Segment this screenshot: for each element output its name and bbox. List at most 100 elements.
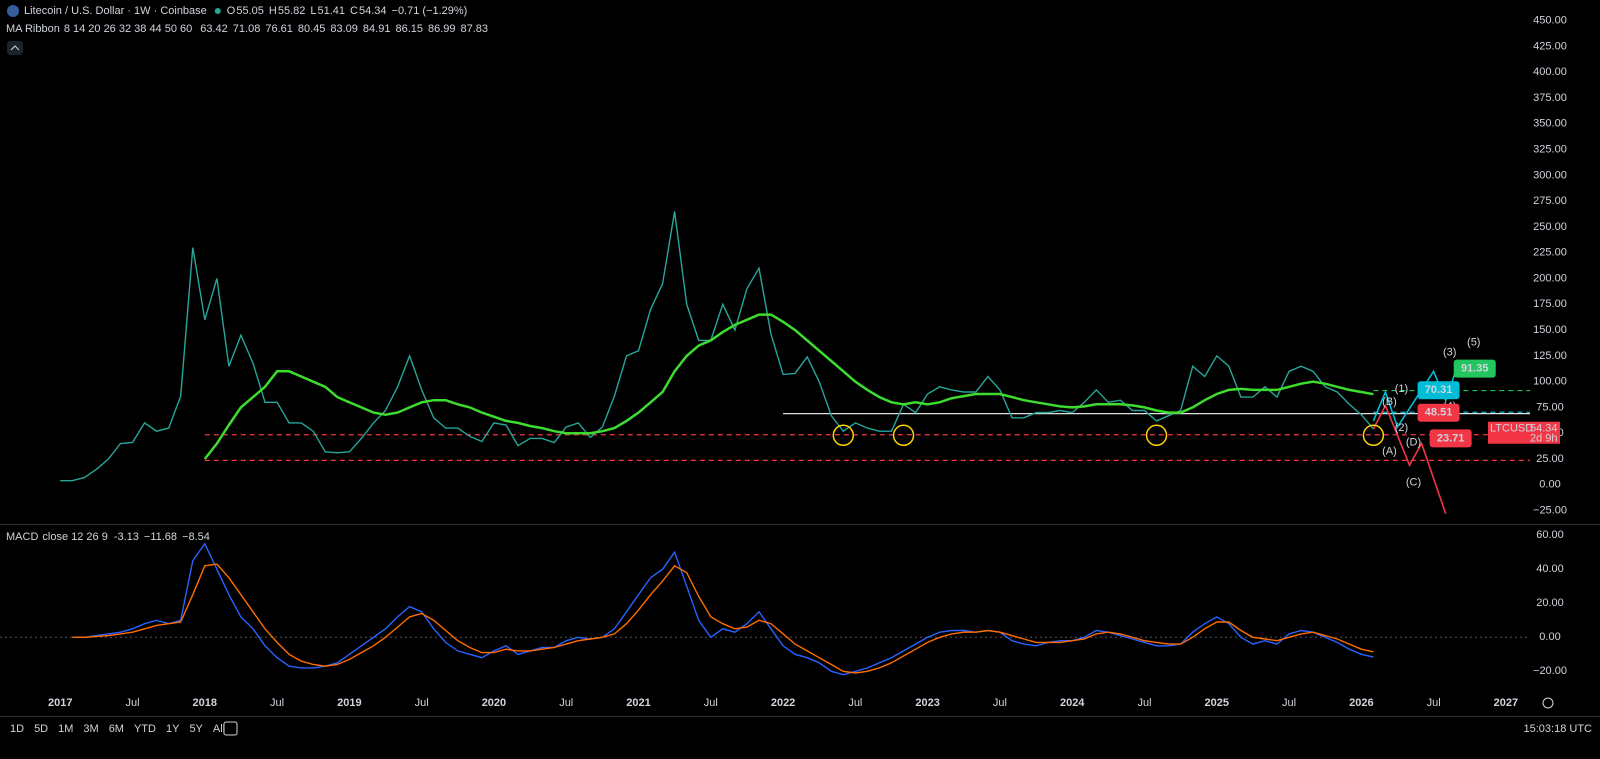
macd-value: −8.54 xyxy=(182,531,210,543)
y-tick-label: 75.00 xyxy=(1536,401,1564,413)
price-line xyxy=(60,211,1374,482)
x-tick-label: 2025 xyxy=(1205,697,1229,709)
x-tick-label: 2024 xyxy=(1060,697,1085,709)
range-button[interactable]: 1D xyxy=(10,723,24,735)
y-tick-label: 25.00 xyxy=(1536,453,1564,465)
y-tick-label: 0.00 xyxy=(1539,479,1560,491)
y-tick-label: 375.00 xyxy=(1533,92,1567,104)
x-tick-label: 2020 xyxy=(482,697,506,709)
y-tick-label: 150.00 xyxy=(1533,324,1567,336)
wave-label: (C) xyxy=(1406,477,1421,489)
x-tick-label: Jul xyxy=(559,697,573,709)
price-change: −0.71 (−1.29%) xyxy=(392,5,468,17)
x-tick-label: Jul xyxy=(270,697,284,709)
macd-title: MACD xyxy=(6,531,38,543)
level-tag-label: 48.51 xyxy=(1425,407,1453,419)
range-button[interactable]: YTD xyxy=(134,723,156,735)
range-button[interactable]: 1Y xyxy=(166,723,180,735)
range-button[interactable]: 5Y xyxy=(189,723,203,735)
x-tick-label: 2023 xyxy=(915,697,939,709)
ribbon-value: 76.61 xyxy=(265,23,293,35)
clock: 15:03:18 UTC xyxy=(1524,723,1593,735)
ohlc-key: O xyxy=(227,5,236,17)
y-tick-label: 175.00 xyxy=(1533,298,1567,310)
ohlc-value: 54.34 xyxy=(359,5,387,17)
ohlc-value: 51.41 xyxy=(318,5,346,17)
ribbon-value: 86.99 xyxy=(428,23,456,35)
y-tick-label: 275.00 xyxy=(1533,195,1567,207)
ohlc-key: H xyxy=(269,5,277,17)
x-tick-label: Jul xyxy=(1427,697,1441,709)
support-circle xyxy=(1362,424,1385,447)
x-tick-label: 2026 xyxy=(1349,697,1373,709)
y-tick-label: 40.00 xyxy=(1536,563,1564,575)
forecast-path xyxy=(1372,403,1447,514)
price-tag-symbol: LTCUSD xyxy=(1490,423,1533,435)
y-tick-label: 250.00 xyxy=(1533,221,1567,233)
y-tick-label: 60.00 xyxy=(1536,529,1564,541)
macd-value: -3.13 xyxy=(114,531,139,543)
y-tick-label: 425.00 xyxy=(1533,40,1567,52)
y-tick-label: 200.00 xyxy=(1533,272,1567,284)
level-tag xyxy=(1417,381,1460,400)
symbol-title: Litecoin / U.S. Dollar · 1W · Coinbase xyxy=(24,5,207,17)
range-button[interactable]: 3M xyxy=(83,723,98,735)
level-tag-label: 23.71 xyxy=(1437,432,1465,444)
x-tick-label: Jul xyxy=(993,697,1007,709)
collapse-icon xyxy=(10,45,20,51)
date-range-icon[interactable] xyxy=(223,721,238,736)
y-tick-label: 225.00 xyxy=(1533,247,1567,259)
ribbon-value: 87.83 xyxy=(461,23,489,35)
collapse-button[interactable] xyxy=(7,41,23,55)
ohlc-value: 55.82 xyxy=(278,5,306,17)
price-tag xyxy=(1488,421,1560,444)
wave-label: (2) xyxy=(1395,422,1408,434)
macd-params: close 12 26 9 xyxy=(42,531,107,543)
macd-line xyxy=(72,542,1374,676)
ribbon-value: 80.45 xyxy=(298,23,326,35)
macd-value: −11.68 xyxy=(144,531,177,543)
wave-label: (A) xyxy=(1382,446,1397,458)
support-circle xyxy=(1145,424,1168,447)
x-tick-label: 2018 xyxy=(193,697,217,709)
ribbon-value: 71.08 xyxy=(233,23,261,35)
support-circle xyxy=(832,424,855,447)
wave-label: (3) xyxy=(1443,347,1456,359)
ribbon-value: 63.42 xyxy=(200,23,228,35)
y-tick-label: 400.00 xyxy=(1533,66,1567,78)
x-tick-label: Jul xyxy=(1282,697,1296,709)
range-button[interactable]: All xyxy=(213,723,225,735)
x-tick-label: Jul xyxy=(704,697,718,709)
range-button[interactable]: 1M xyxy=(58,723,73,735)
indicator-params: 8 14 20 26 32 38 44 50 60 xyxy=(64,23,192,35)
y-tick-label: 20.00 xyxy=(1536,597,1564,609)
x-tick-label: 2022 xyxy=(771,697,795,709)
x-tick-label: Jul xyxy=(1137,697,1151,709)
level-tag-label: 91.35 xyxy=(1461,362,1489,374)
y-tick-label: 300.00 xyxy=(1533,169,1567,181)
price-tag-countdown: 2d 9h xyxy=(1530,433,1558,445)
price-tag-value: 54.34 xyxy=(1530,423,1558,435)
x-tick-label: Jul xyxy=(125,697,139,709)
y-tick-label: 450.00 xyxy=(1533,15,1567,27)
settings-icon[interactable] xyxy=(1542,697,1554,709)
ribbon-value: 83.09 xyxy=(330,23,358,35)
wave-label: (5) xyxy=(1467,336,1480,348)
wave-label: (B) xyxy=(1382,396,1397,408)
ohlc-value: 55.05 xyxy=(236,5,264,17)
wave-label: (1) xyxy=(1395,383,1408,395)
range-button[interactable]: 6M xyxy=(109,723,124,735)
ribbon-value: 86.15 xyxy=(395,23,423,35)
x-tick-label: 2019 xyxy=(337,697,361,709)
level-tag xyxy=(1453,359,1496,378)
x-tick-label: 2027 xyxy=(1494,697,1518,709)
range-button[interactable]: 5D xyxy=(34,723,48,735)
level-tag xyxy=(1429,429,1472,448)
x-tick-label: Jul xyxy=(848,697,862,709)
macd-line xyxy=(72,563,1374,674)
x-tick-label: Jul xyxy=(415,697,429,709)
level-tag xyxy=(1417,403,1460,422)
y-tick-label: 100.00 xyxy=(1533,376,1567,388)
